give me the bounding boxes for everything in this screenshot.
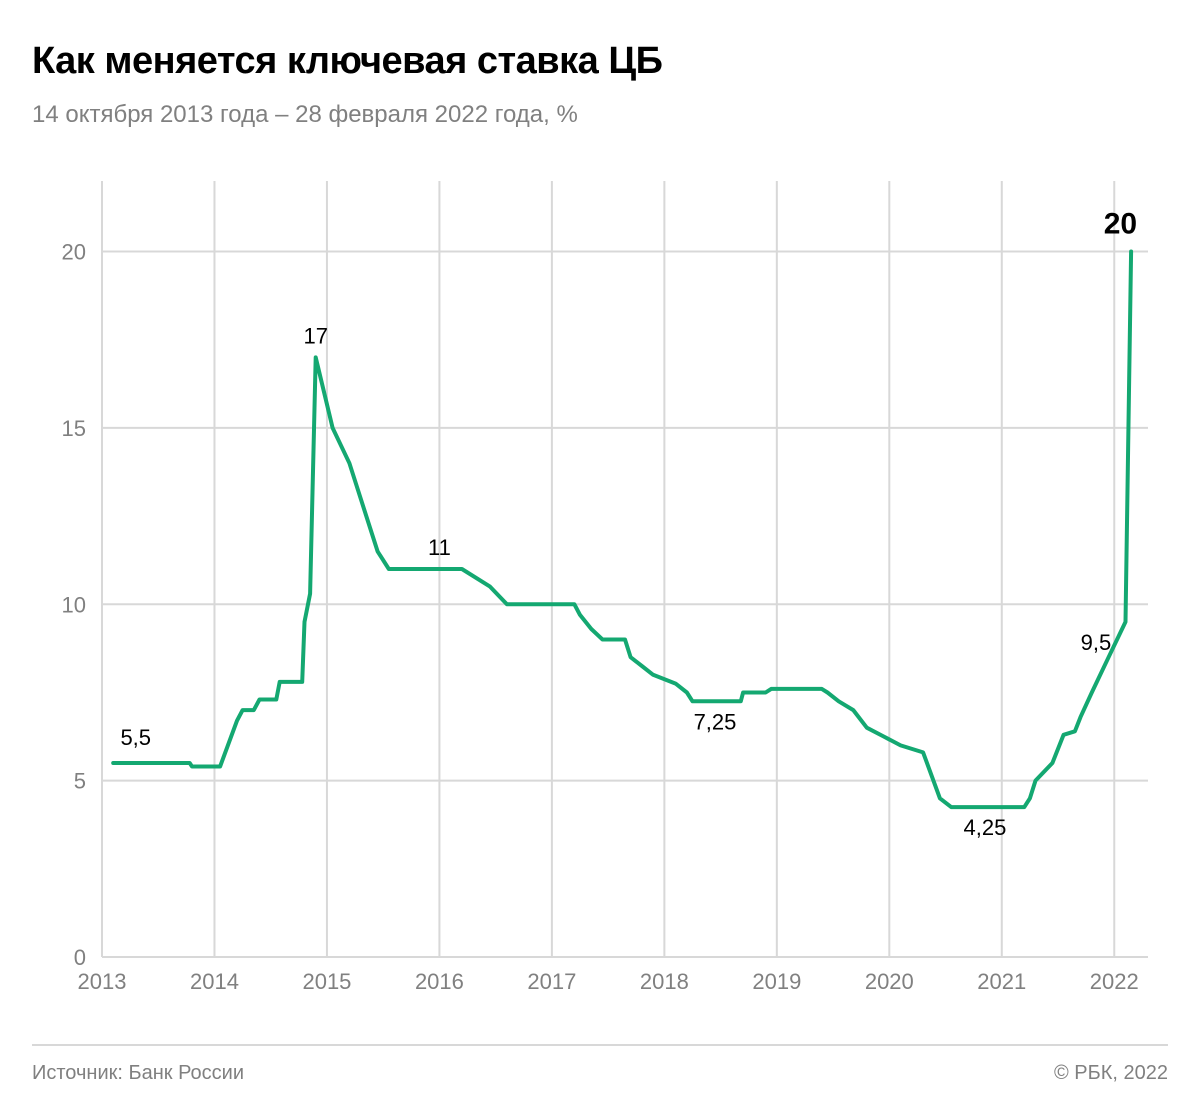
y-axis-label: 5	[74, 769, 86, 794]
y-axis-label: 15	[62, 416, 86, 441]
x-axis-label: 2016	[415, 969, 464, 994]
x-axis-label: 2020	[865, 969, 914, 994]
copyright-label: © РБК, 2022	[1054, 1062, 1168, 1085]
x-axis-label: 2017	[527, 969, 576, 994]
data-annotation: 5,5	[120, 725, 151, 750]
chart-area: 0510152020132014201520162017201820192020…	[32, 157, 1168, 1034]
line-chart-svg: 0510152020132014201520162017201820192020…	[32, 157, 1168, 1007]
chart-title: Как меняется ключевая ставка ЦБ	[32, 40, 1168, 83]
data-annotation: 4,25	[963, 815, 1006, 840]
y-axis-label: 0	[74, 945, 86, 970]
data-annotation: 11	[428, 535, 451, 560]
chart-footer: Источник: Банк России © РБК, 2022	[32, 1044, 1168, 1085]
y-axis-label: 20	[62, 240, 86, 265]
data-annotation: 17	[303, 323, 327, 348]
data-annotation: 7,25	[694, 709, 737, 734]
y-axis-label: 10	[62, 592, 86, 617]
x-axis-label: 2014	[190, 969, 239, 994]
x-axis-label: 2013	[78, 969, 127, 994]
x-axis-label: 2019	[752, 969, 801, 994]
chart-subtitle: 14 октября 2013 года – 28 февраля 2022 г…	[32, 101, 1168, 129]
x-axis-label: 2022	[1090, 969, 1139, 994]
rate-line	[113, 252, 1131, 808]
source-label: Источник: Банк России	[32, 1062, 244, 1085]
x-axis-label: 2018	[640, 969, 689, 994]
x-axis-label: 2021	[977, 969, 1026, 994]
final-value-annotation: 20	[1104, 208, 1137, 241]
data-annotation: 9,5	[1081, 630, 1112, 655]
x-axis-label: 2015	[302, 969, 351, 994]
